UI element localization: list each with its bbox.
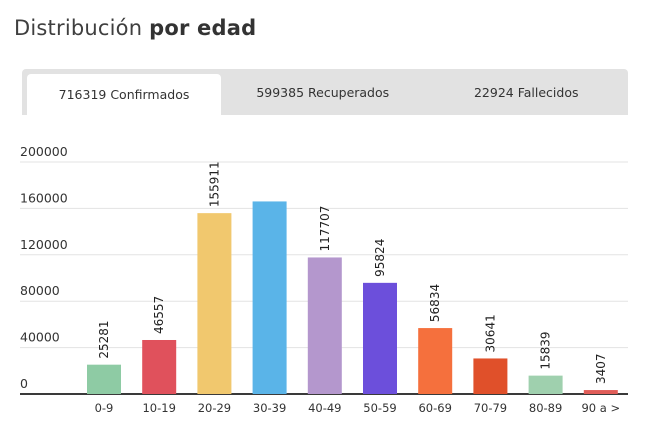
data-label: 95824 — [373, 239, 387, 277]
x-tick-label: 60-69 — [418, 401, 451, 415]
x-tick-label: 90 a > — [581, 401, 620, 415]
x-tick-label: 0-9 — [95, 401, 114, 415]
tab-confirmados[interactable]: 716319 Confirmados — [27, 74, 221, 115]
page-title: Distribución por edad — [14, 16, 256, 40]
data-label: 15839 — [539, 331, 553, 369]
bar — [473, 358, 508, 394]
bar — [142, 339, 177, 394]
y-tick-label: 160000 — [20, 190, 68, 205]
tab-fallecidos[interactable]: 22924 Fallecidos — [425, 69, 629, 115]
age-distribution-chart: 0 40000 80000 120000 160000 200000 0-9 25281 10-… — [20, 144, 628, 415]
data-label: 3407 — [594, 354, 608, 385]
tab-recuperados[interactable]: 599385 Recuperados — [221, 69, 425, 115]
data-label: 56834 — [428, 284, 442, 322]
data-label: 30641 — [483, 314, 497, 352]
bar — [363, 282, 397, 394]
tab-bar: 716319 Confirmados 599385 Recuperados 22… — [22, 69, 628, 115]
bar — [528, 375, 563, 394]
bar — [197, 213, 232, 394]
title-bold: por edad — [149, 16, 257, 40]
bar — [583, 390, 618, 394]
data-label: 25281 — [97, 320, 111, 358]
y-tick-label: 0 — [20, 376, 28, 391]
x-tick-label: 20-29 — [198, 401, 231, 415]
y-tick-label: 80000 — [20, 283, 60, 298]
x-tick-label: 80-89 — [529, 401, 562, 415]
x-tick-label: 30-39 — [253, 401, 286, 415]
y-tick-label: 200000 — [20, 144, 68, 159]
bar — [418, 328, 453, 394]
x-tick-label: 70-79 — [474, 401, 507, 415]
bar — [307, 257, 342, 394]
bar — [87, 364, 121, 394]
tab-label: 22924 Fallecidos — [473, 84, 579, 100]
tab-label: 599385 Recuperados — [256, 84, 390, 100]
y-tick-label: 40000 — [20, 330, 60, 345]
bar — [252, 201, 287, 394]
x-tick-label: 50-59 — [363, 401, 396, 415]
title-regular: Distribución — [14, 16, 143, 40]
data-label: 155911 — [207, 161, 221, 207]
tab-label: 716319 Confirmados — [58, 87, 190, 102]
x-tick-label: 10-19 — [142, 401, 175, 415]
y-tick-label: 120000 — [20, 237, 68, 252]
data-label: 46557 — [152, 296, 166, 334]
x-tick-label: 40-49 — [308, 401, 341, 415]
data-label: 117707 — [318, 206, 332, 252]
